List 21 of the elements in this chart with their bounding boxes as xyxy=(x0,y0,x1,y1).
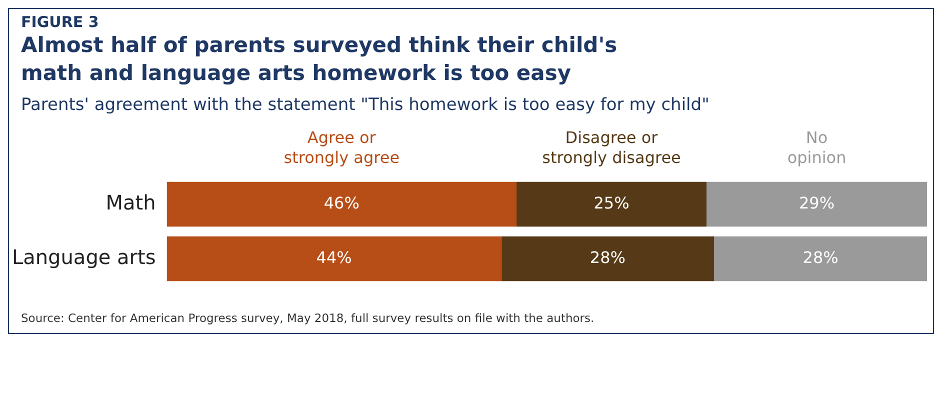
bar xyxy=(706,182,927,227)
data-label: 28% xyxy=(802,248,838,267)
bar xyxy=(714,236,927,282)
chart-title: Almost half of parents surveyed think their child's math and language arts homework is too easy xyxy=(20,32,618,87)
data-label: 28% xyxy=(590,248,626,267)
data-label: 25% xyxy=(594,193,630,212)
series-label: Agree or strongly agree xyxy=(284,128,400,168)
bar xyxy=(166,236,502,282)
data-label: 44% xyxy=(316,248,352,267)
data-label: 29% xyxy=(798,193,835,212)
series-label: Disagree or strongly disagree xyxy=(542,128,681,168)
y-tick-label: Language arts xyxy=(12,244,156,269)
bar xyxy=(501,236,714,282)
y-tick-label: Math xyxy=(106,190,156,214)
data-label: 46% xyxy=(324,193,360,212)
source-note: Source: Center for American Progress survey, May 2018, full survey results on file with the authors. xyxy=(20,310,596,327)
chart-subtitle: Parents' agreement with the statement "This homework is too easy for my child" xyxy=(20,94,710,115)
bar xyxy=(166,182,516,227)
caption: FIGURE 3 xyxy=(20,13,100,31)
series-label: No opinion xyxy=(787,128,846,168)
bar xyxy=(516,182,707,227)
